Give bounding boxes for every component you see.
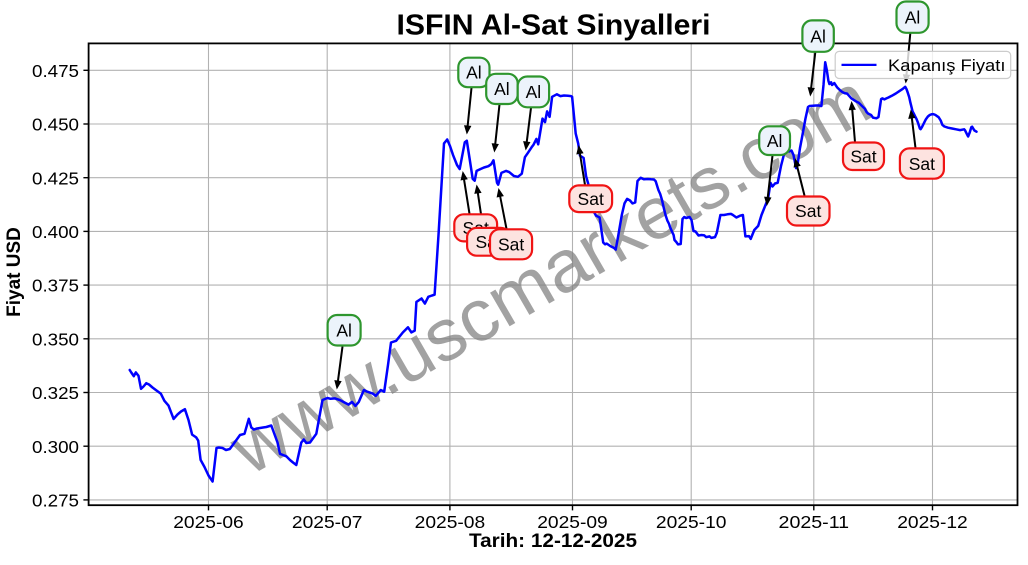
svg-text:Al: Al bbox=[466, 63, 482, 83]
svg-text:0.375: 0.375 bbox=[32, 276, 79, 296]
svg-text:2025-10: 2025-10 bbox=[656, 512, 727, 532]
svg-text:2025-08: 2025-08 bbox=[415, 512, 486, 532]
svg-text:2025-07: 2025-07 bbox=[292, 512, 363, 532]
svg-text:Sat: Sat bbox=[498, 235, 524, 255]
svg-text:2025-06: 2025-06 bbox=[173, 512, 244, 532]
svg-text:Al: Al bbox=[526, 82, 542, 102]
svg-text:Al: Al bbox=[905, 7, 921, 27]
svg-text:Al: Al bbox=[810, 26, 826, 46]
svg-text:Sat: Sat bbox=[578, 189, 604, 209]
svg-text:ISFIN Al-Sat Sinyalleri: ISFIN Al-Sat Sinyalleri bbox=[397, 10, 711, 42]
svg-text:0.425: 0.425 bbox=[32, 168, 79, 188]
svg-text:0.475: 0.475 bbox=[32, 61, 79, 81]
svg-text:2025-11: 2025-11 bbox=[779, 512, 850, 532]
svg-text:0.350: 0.350 bbox=[32, 329, 79, 349]
svg-text:Sat: Sat bbox=[850, 146, 876, 166]
svg-text:Al: Al bbox=[494, 79, 510, 99]
svg-text:2025-12: 2025-12 bbox=[897, 512, 968, 532]
svg-text:0.300: 0.300 bbox=[32, 437, 79, 457]
svg-text:Sat: Sat bbox=[909, 154, 935, 174]
svg-text:0.400: 0.400 bbox=[32, 222, 79, 242]
svg-text:2025-09: 2025-09 bbox=[537, 512, 608, 532]
svg-text:Al: Al bbox=[767, 131, 783, 151]
svg-text:0.450: 0.450 bbox=[32, 115, 79, 135]
svg-text:Fiyat USD: Fiyat USD bbox=[4, 227, 25, 317]
svg-text:Al: Al bbox=[336, 320, 352, 340]
svg-text:Sat: Sat bbox=[795, 201, 821, 221]
svg-text:0.275: 0.275 bbox=[32, 491, 79, 511]
svg-text:Kapanış Fiyatı: Kapanış Fiyatı bbox=[888, 56, 1006, 75]
svg-text:0.325: 0.325 bbox=[32, 383, 79, 403]
svg-text:Tarih: 12-12-2025: Tarih: 12-12-2025 bbox=[469, 531, 637, 552]
